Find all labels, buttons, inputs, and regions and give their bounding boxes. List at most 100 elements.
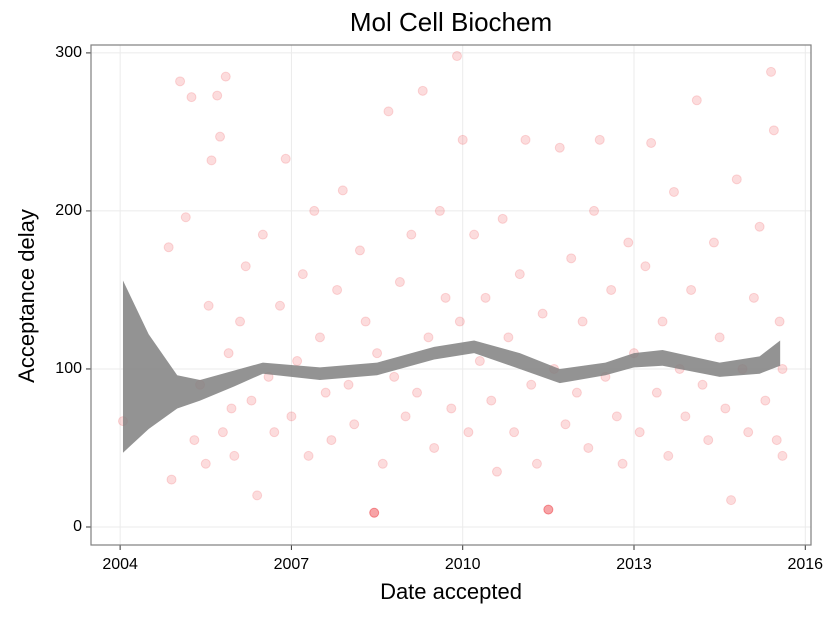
point <box>743 427 754 438</box>
point <box>434 205 445 216</box>
point <box>748 292 759 303</box>
point <box>554 142 565 153</box>
point <box>571 387 582 398</box>
point <box>714 332 725 343</box>
point <box>269 427 280 438</box>
point <box>400 411 411 422</box>
point <box>394 277 405 288</box>
point <box>369 507 380 518</box>
point <box>309 205 320 216</box>
x-tick-label: 2007 <box>274 556 310 573</box>
x-tick-label: 2010 <box>445 556 481 573</box>
point <box>446 403 457 414</box>
y-tick-label: 200 <box>55 202 82 219</box>
point <box>349 419 360 430</box>
point <box>383 106 394 117</box>
plot-background <box>91 45 811 545</box>
chart-title: Mol Cell Biochem <box>350 7 552 37</box>
point <box>651 387 662 398</box>
point <box>203 300 214 311</box>
point <box>297 269 308 280</box>
point <box>180 212 191 223</box>
point <box>503 332 514 343</box>
point <box>520 134 531 145</box>
point <box>175 76 186 87</box>
point <box>406 229 417 240</box>
point <box>668 186 679 197</box>
point <box>531 458 542 469</box>
point <box>332 284 343 295</box>
point <box>491 466 502 477</box>
point <box>354 245 365 256</box>
point <box>303 450 314 461</box>
point <box>594 134 605 145</box>
point <box>326 435 337 446</box>
x-tick-label: 2016 <box>787 556 823 573</box>
point <box>454 316 465 327</box>
x-tick-label: 2013 <box>616 556 652 573</box>
point <box>377 458 388 469</box>
point <box>606 284 617 295</box>
y-axis-label: Acceptance delay <box>14 209 39 383</box>
point <box>731 174 742 185</box>
point <box>360 316 371 327</box>
point <box>451 51 462 62</box>
point <box>760 395 771 406</box>
point <box>186 92 197 103</box>
point <box>777 363 788 374</box>
point <box>217 427 228 438</box>
point <box>497 213 508 224</box>
point <box>543 504 554 515</box>
point <box>577 316 588 327</box>
point <box>429 442 440 453</box>
point <box>754 221 765 232</box>
point <box>720 403 731 414</box>
point <box>474 356 485 367</box>
point <box>389 371 400 382</box>
point <box>223 348 234 359</box>
point <box>220 71 231 82</box>
point <box>417 85 428 96</box>
point <box>246 395 257 406</box>
point <box>337 185 348 196</box>
point <box>369 507 380 518</box>
point <box>657 316 668 327</box>
point <box>777 450 788 461</box>
point <box>543 504 554 515</box>
point <box>663 450 674 461</box>
point <box>697 379 708 390</box>
point <box>463 427 474 438</box>
point <box>480 292 491 303</box>
point <box>680 411 691 422</box>
point <box>583 442 594 453</box>
point <box>469 229 480 240</box>
point <box>280 153 291 164</box>
y-tick-label: 0 <box>73 518 82 535</box>
point <box>514 269 525 280</box>
point <box>486 395 497 406</box>
point <box>423 332 434 343</box>
point <box>314 332 325 343</box>
point <box>189 435 200 446</box>
point <box>543 504 554 515</box>
point <box>708 237 719 248</box>
point <box>412 387 423 398</box>
point <box>537 308 548 319</box>
point <box>686 284 697 295</box>
y-tick-label: 100 <box>55 360 82 377</box>
point <box>274 300 285 311</box>
point <box>566 253 577 264</box>
point <box>691 95 702 106</box>
point <box>457 134 468 145</box>
point <box>440 292 451 303</box>
x-tick-label: 2004 <box>102 556 138 573</box>
x-axis-label: Date accepted <box>380 579 522 604</box>
point <box>212 90 223 101</box>
point <box>206 155 217 166</box>
smooth-band <box>122 280 781 453</box>
point <box>166 474 177 485</box>
point <box>646 137 657 148</box>
point <box>369 507 380 518</box>
point <box>235 316 246 327</box>
